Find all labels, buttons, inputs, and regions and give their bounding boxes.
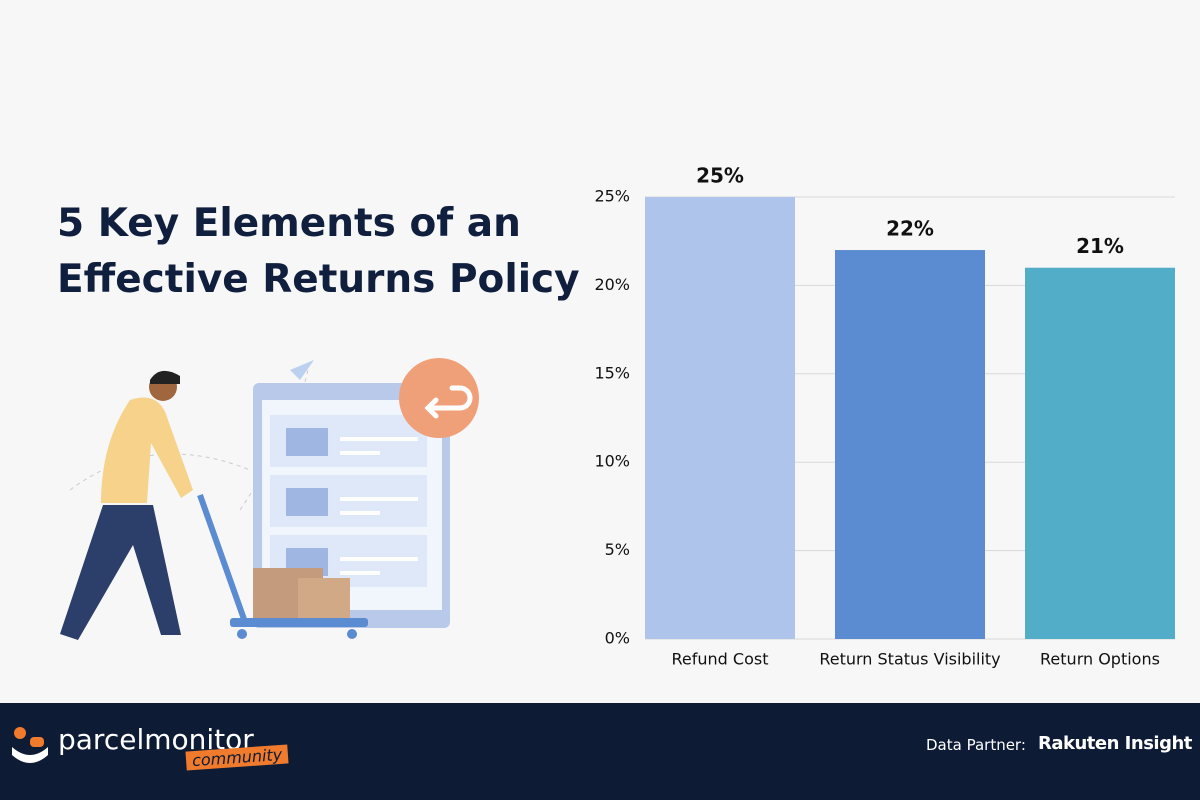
value-label: 21% (1076, 234, 1124, 258)
y-tick-label: 20% (594, 275, 630, 294)
illustration (60, 358, 479, 640)
bar (835, 250, 985, 640)
footer: parcelmonitor community Data Partner: Ra… (0, 703, 1200, 800)
y-tick-label: 10% (594, 452, 630, 471)
partner-label: Data Partner: (926, 736, 1026, 754)
y-tick-label: 5% (605, 540, 630, 559)
value-label: 22% (886, 217, 934, 241)
chart-title: 5 Key Elements of an Effective Returns P… (57, 201, 580, 302)
y-tick-label: 25% (594, 187, 630, 206)
x-tick-label: Return Options (1040, 650, 1160, 669)
x-tick-label: Return Status Visibility (819, 650, 1000, 669)
bar (1025, 267, 1175, 639)
logo (12, 727, 48, 763)
x-tick-label: Refund Cost (672, 650, 769, 669)
bar (645, 197, 795, 639)
y-tick-label: 0% (605, 629, 630, 648)
value-label: 25% (696, 164, 744, 188)
partner: Rakuten Insight (1038, 733, 1192, 754)
y-tick-label: 15% (594, 363, 630, 382)
